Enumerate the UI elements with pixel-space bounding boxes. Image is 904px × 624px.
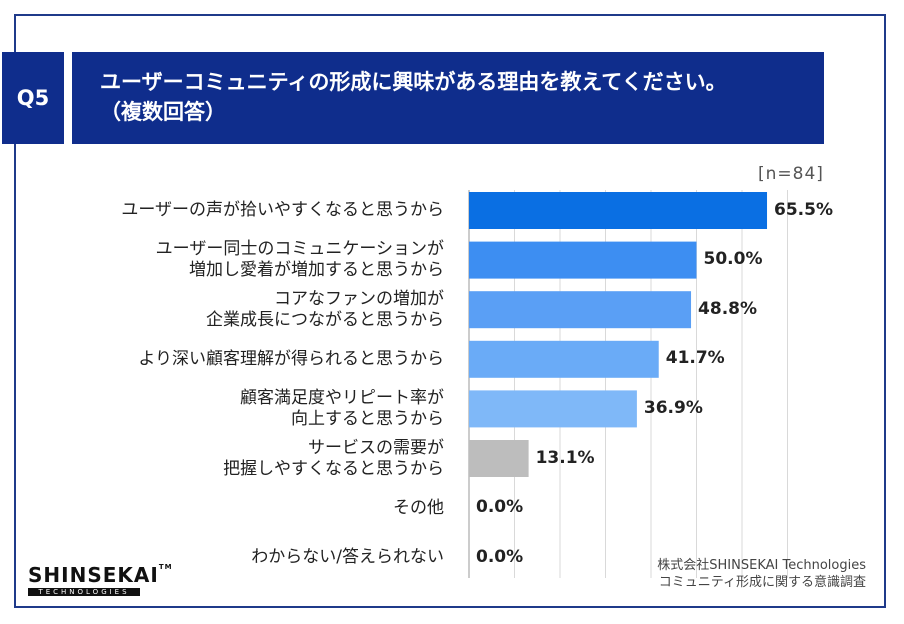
category-label-line: ユーザー同士のコミュニケーションが	[155, 239, 444, 260]
source-company: 株式会社SHINSEKAI Technologies	[657, 558, 866, 573]
category-label: コアなファンの増加が 企業成長につながると思うから	[206, 289, 444, 331]
category-label-line: 企業成長につながると思うから	[206, 309, 444, 330]
category-label: ユーザー同士のコミュニケーションが 増加し愛着が増加すると思うから	[156, 239, 444, 281]
value-label: 36.9%	[643, 397, 703, 418]
question-title-box: ユーザーコミュニティの形成に興味がある理由を教えてください。 （複数回答）	[72, 52, 824, 144]
value-label: 48.8%	[698, 298, 758, 319]
category-label: ユーザーの声が拾いやすくなると思うから	[121, 200, 444, 221]
bar	[469, 440, 529, 477]
logo-trademark: TM	[158, 563, 173, 571]
question-number: Q5	[16, 86, 50, 110]
bar	[469, 241, 697, 279]
value-label: 50.0%	[703, 249, 763, 270]
logo-text: SHINSEKAI	[28, 563, 159, 587]
source-survey: コミュニティ形成に関する意識調査	[658, 575, 866, 590]
source-note: 株式会社SHINSEKAI Technologies コミュニティ形成に関する意…	[657, 557, 866, 591]
category-label: その他	[393, 498, 444, 519]
value-label: 0.0%	[476, 546, 524, 567]
logo-subtext: TECHNOLOGIES	[28, 588, 140, 596]
question-title-line2: （複数回答）	[100, 100, 226, 124]
category-label: サービスの需要が 把握しやすくなると思うから	[223, 438, 444, 480]
category-label-line: より深い顧客理解が得られると思うから	[138, 348, 444, 369]
category-label-line: ユーザーの声が拾いやすくなると思うから	[121, 200, 444, 220]
category-label-line: その他	[393, 497, 444, 518]
category-label-line: 顧客満足度やリピート率が	[240, 387, 444, 408]
category-label-line: わからない/答えられない	[251, 547, 444, 568]
bar	[469, 192, 768, 229]
category-label-line: 把握しやすくなると思うから	[223, 458, 444, 479]
bar	[469, 340, 659, 378]
category-label-line: 向上すると思うから	[291, 408, 444, 429]
category-label-line: 増加し愛着が増加すると思うから	[189, 260, 444, 281]
category-label: 顧客満足度やリピート率が 向上すると思うから	[240, 388, 444, 430]
value-label: 65.5%	[774, 199, 833, 220]
sample-size-label: [n=84]	[758, 164, 824, 184]
value-label: 41.7%	[665, 348, 725, 369]
category-label-line: サービスの需要が	[308, 437, 444, 458]
question-number-badge: Q5	[2, 52, 64, 144]
bar	[469, 390, 637, 428]
category-label: より深い顧客理解が得られると思うから	[138, 349, 444, 370]
value-label: 0.0%	[476, 497, 524, 518]
value-label: 13.1%	[535, 447, 595, 468]
category-label-line: コアなファンの増加が	[274, 288, 444, 309]
question-title-line1: ユーザーコミュニティの形成に興味がある理由を教えてください。	[100, 70, 727, 94]
bar	[469, 291, 692, 329]
category-label: わからない/答えられない	[251, 547, 444, 568]
shinsekai-logo: SHINSEKAITM TECHNOLOGIES	[28, 563, 173, 596]
